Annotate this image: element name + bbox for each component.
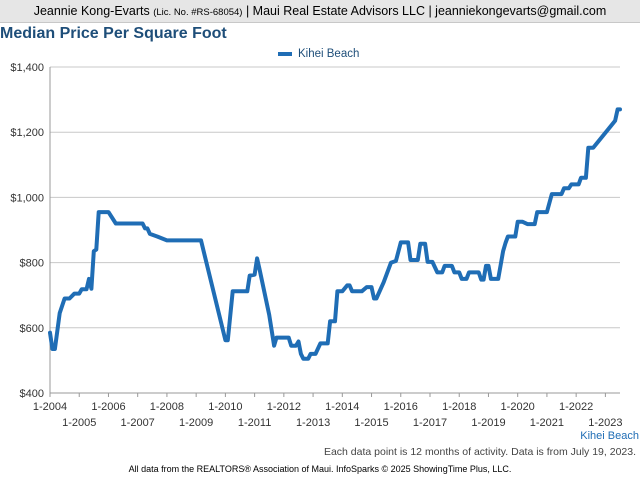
x-tick-label: 1-2008 <box>150 401 184 413</box>
y-tick-label: $1,400 <box>10 62 44 74</box>
chart-legend[interactable]: Kihei Beach <box>278 47 359 61</box>
x-tick-label: 1-2011 <box>238 417 271 429</box>
x-tick-label: 1-2005 <box>62 417 96 429</box>
y-tick-label: $600 <box>20 323 44 335</box>
x-tick-label: 1-2022 <box>559 401 593 413</box>
y-tick-label: $400 <box>20 388 44 400</box>
y-tick-label: $800 <box>20 258 44 270</box>
x-tick-label: 1-2010 <box>208 401 242 413</box>
x-tick-label: 1-2019 <box>471 417 505 429</box>
license-number: (Lic. No. #RS-68054) <box>153 7 243 18</box>
header-details: | Maui Real Estate Advisors LLC | jeanni… <box>245 4 607 18</box>
legend-label: Kihei Beach <box>298 48 360 60</box>
page-header: Jeannie Kong-Evarts (Lic. No. #RS-68054)… <box>0 0 640 23</box>
x-tick-label: 1-2023 <box>588 417 622 429</box>
x-tick-label: 1-2018 <box>442 401 476 413</box>
agent-name: Jeannie Kong-Evarts <box>33 4 150 18</box>
x-tick-label: 1-2009 <box>179 417 213 429</box>
area-label: Kihei Beach <box>580 430 639 442</box>
x-tick-label: 1-2006 <box>91 401 125 413</box>
data-note: Each data point is 12 months of activity… <box>323 446 636 458</box>
chart-title: Median Price Per Square Foot <box>0 25 227 42</box>
legend-swatch <box>278 52 292 56</box>
x-tick-label: 1-2013 <box>296 417 330 429</box>
y-tick-label: $1,200 <box>10 127 44 139</box>
x-tick-label: 1-2007 <box>121 417 155 429</box>
x-tick-label: 1-2004 <box>33 401 67 413</box>
data-credit: All data from the REALTORS® Association … <box>128 464 512 474</box>
x-tick-label: 1-2021 <box>530 417 564 429</box>
x-tick-label: 1-2020 <box>501 401 535 413</box>
y-tick-label: $1,000 <box>10 192 44 204</box>
x-tick-label: 1-2017 <box>413 417 447 429</box>
x-tick-label: 1-2016 <box>384 401 418 413</box>
x-tick-label: 1-2014 <box>325 401 359 413</box>
x-tick-label: 1-2015 <box>354 417 388 429</box>
series-line-kihei-beach <box>48 107 622 361</box>
x-tick-label: 1-2012 <box>267 401 301 413</box>
